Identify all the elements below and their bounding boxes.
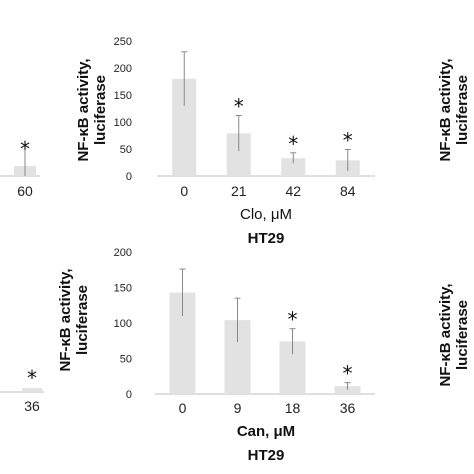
chart-can-xtick-label: 9 [234, 400, 242, 416]
chart-clo-ytick-label: 100 [114, 117, 132, 129]
chart-can-xticks: 0 9 18 36 [179, 400, 356, 416]
chart-clo-bar [281, 158, 306, 176]
partial-right-top: NF-κB activity, luciferase [437, 58, 471, 161]
chart-can-bar [334, 386, 361, 394]
partial-right-bottom-ylabel-line2: luciferase [454, 300, 471, 370]
chart-can-bars: ** [169, 268, 361, 394]
chart-can-xlabel: Can, μM [237, 423, 295, 440]
chart-can-ytick-label: 100 [114, 318, 132, 330]
chart-clo-xticks: 0 21 42 84 [180, 183, 355, 199]
chart-clo-xlabel: Clo, μM [240, 206, 292, 223]
partial-left-top: * 60 [0, 137, 40, 199]
chart-clo-ytick-label: 250 [114, 36, 132, 48]
chart-can-ylabel-line1: NF-κB activity, [57, 268, 74, 371]
partial-left-bottom-bar [22, 388, 42, 392]
chart-clo-ytick-label: 150 [114, 90, 132, 102]
chart-clo-ytick-label: 50 [120, 144, 132, 156]
partial-left-top-star: * [20, 137, 30, 161]
chart-clo-ytick-label: 200 [114, 63, 132, 75]
chart-clo-xtick-label: 0 [180, 183, 188, 199]
chart-clo-ylabel-line1: NF-κB activity, [75, 58, 92, 161]
chart-can-ytick-label: 50 [120, 354, 132, 366]
partial-left-top-tick: 60 [17, 183, 33, 199]
chart-can-ytick-label: 150 [114, 283, 132, 295]
chart-clo-significance-star: * [343, 129, 353, 153]
chart-clo-ytick-label: 0 [126, 171, 132, 183]
chart-clo-significance-star: * [288, 132, 298, 156]
chart-can-xtick-label: 0 [179, 400, 187, 416]
chart-clo-ylabel-line2: luciferase [92, 75, 109, 145]
partial-right-bottom-ylabel-line1: NF-κB activity, [437, 283, 454, 386]
partial-right-top-ylabel-line2: luciferase [454, 75, 471, 145]
chart-can-ylabel-line2: luciferase [74, 285, 91, 355]
chart-can-ytick-label: 0 [126, 389, 132, 401]
chart-can-cell-line: HT29 [248, 447, 285, 464]
chart-can-significance-star: * [343, 362, 353, 386]
chart-can-yticks: 200 150 100 50 0 [114, 247, 132, 401]
chart-can-ht29: NF-κB activity, luciferase 200 150 100 50 0 … [57, 247, 375, 464]
chart-clo-yticks: 250 200 150 100 50 0 [114, 36, 132, 183]
chart-can-significance-star: * [288, 308, 298, 332]
chart-clo-ht29: NF-κB activity, luciferase 250 200 150 100 5… [75, 36, 375, 247]
chart-clo-significance-star: * [234, 95, 244, 119]
partial-right-top-ylabel-line1: NF-κB activity, [437, 58, 454, 161]
partial-left-bottom-star: * [27, 366, 37, 390]
chart-clo-xtick-label: 42 [285, 183, 301, 199]
chart-can-xtick-label: 36 [340, 400, 356, 416]
partial-left-bottom-tick: 36 [24, 398, 40, 414]
chart-can-ytick-label: 200 [114, 247, 132, 259]
partial-right-bottom: NF-κB activity, luciferase [437, 283, 471, 386]
chart-clo-xtick-label: 84 [340, 183, 356, 199]
chart-clo-bars: * * * [172, 51, 360, 176]
chart-can-xtick-label: 18 [285, 400, 301, 416]
chart-clo-xtick-label: 21 [231, 183, 247, 199]
chart-clo-cell-line: HT29 [248, 230, 285, 247]
partial-left-bottom: * 36 [0, 366, 44, 414]
